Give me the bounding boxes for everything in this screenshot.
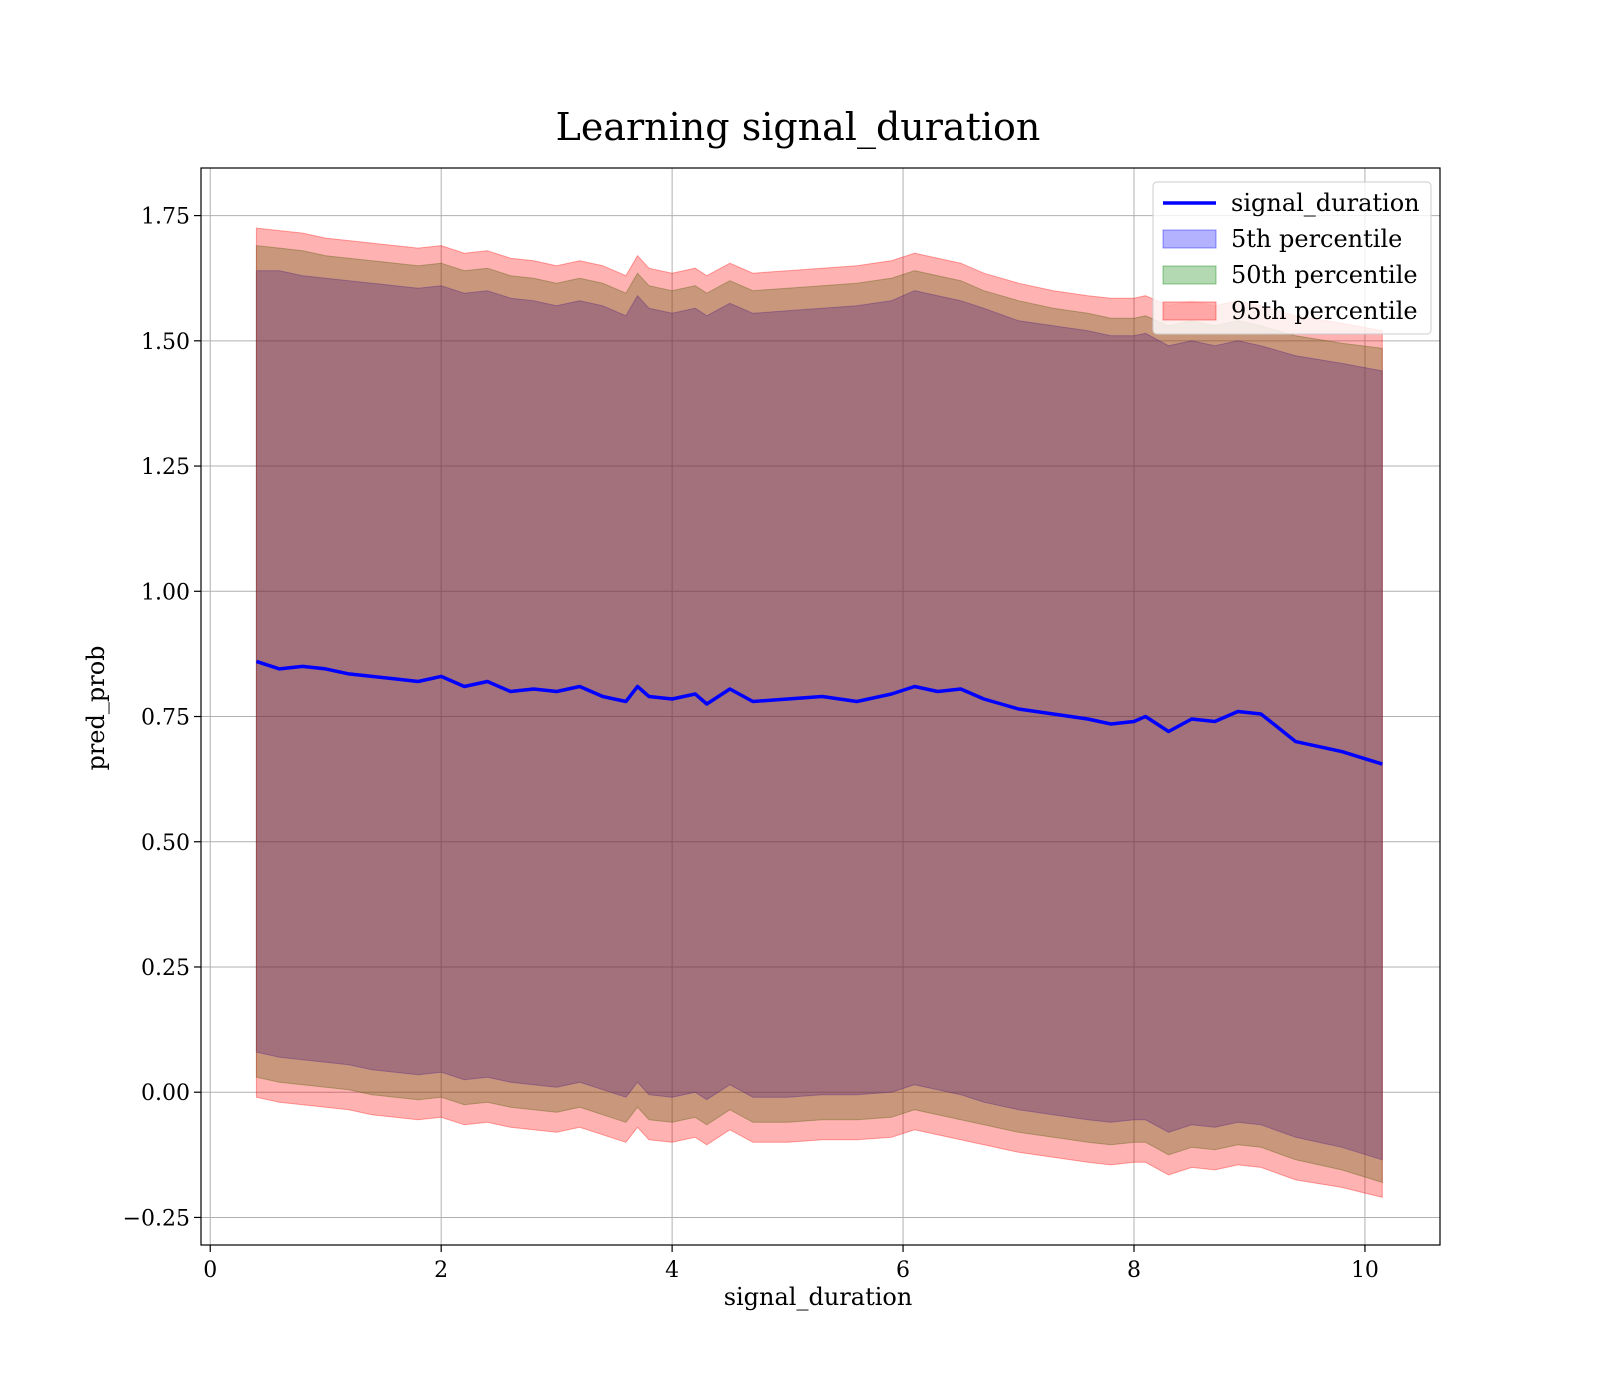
y-tick-label: 1.00: [141, 580, 190, 605]
band-5th-percentile: [255, 270, 1383, 1161]
series-line-signal-duration: [255, 659, 1383, 766]
chart-title: Learning signal_duration: [556, 105, 1041, 150]
legend-label-50th-percentile: 50th percentile: [1231, 261, 1418, 289]
y-tick-label: 1.25: [141, 455, 190, 480]
plot-area-frame: [200, 167, 1441, 1246]
y-tick-label: 0.00: [141, 1081, 190, 1106]
y-tick-label: 0.25: [141, 956, 190, 981]
series-lines: [255, 659, 1383, 766]
legend-label-95th-percentile: 95th percentile: [1231, 297, 1418, 325]
y-tick-label: −0.25: [123, 1206, 190, 1231]
y-axis-label: pred_prob: [82, 645, 110, 770]
y-tick-label: 0.50: [141, 831, 190, 856]
x-tick-label: 0: [203, 1258, 217, 1283]
band-95th-percentile: [255, 227, 1383, 1199]
y-tick-label: 1.75: [141, 205, 190, 230]
legend-label-signal-duration: signal_duration: [1231, 189, 1420, 217]
y-tick-label: 0.75: [141, 706, 190, 731]
legend-box: [1152, 181, 1432, 335]
x-axis-label: signal_duration: [724, 1283, 913, 1311]
x-tick-label: 10: [1351, 1258, 1379, 1283]
band-50th-percentile: [255, 245, 1383, 1184]
legend-swatch-95th-percentile: [1162, 301, 1217, 321]
legend-label-5th-percentile: 5th percentile: [1231, 225, 1402, 253]
grid: [201, 168, 1440, 1245]
y-axis-ticks: −0.25 0.00 0.25 0.50 0.75 1.00 1.25 1.50 1.75: [123, 205, 201, 1231]
x-tick-label: 6: [896, 1258, 910, 1283]
legend-swatch-50th-percentile: [1162, 265, 1217, 285]
percentile-bands: [255, 227, 1383, 1199]
legend-swatch-5th-percentile: [1162, 229, 1217, 249]
legend: signal_duration 5th percentile 50th percen…: [1152, 181, 1432, 335]
x-tick-label: 4: [665, 1258, 679, 1283]
x-axis-ticks: 0 2 4 6 8 10: [203, 1245, 1379, 1283]
x-tick-label: 8: [1127, 1258, 1141, 1283]
y-tick-label: 1.50: [141, 330, 190, 355]
x-tick-label: 2: [434, 1258, 448, 1283]
